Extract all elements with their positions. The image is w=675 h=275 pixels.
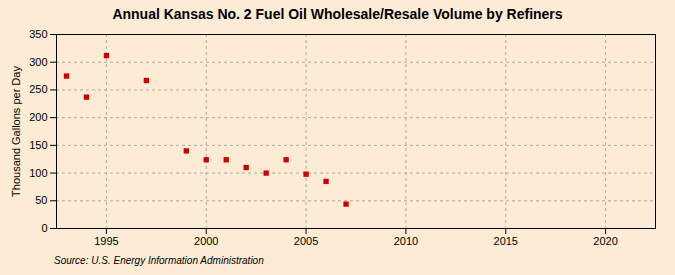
svg-text:2000: 2000 xyxy=(194,235,218,247)
html-text:Annual Kansas No. 2 Fuel Oil W: Annual Kansas No. 2 Fuel Oil Wholesale/R… xyxy=(112,6,563,22)
svg-text:2010: 2010 xyxy=(394,235,418,247)
svg-text:2005: 2005 xyxy=(294,235,318,247)
svg-text:50: 50 xyxy=(35,194,47,206)
svg-text:0: 0 xyxy=(41,222,47,234)
svg-text:2015: 2015 xyxy=(494,235,518,247)
svg-text:350: 350 xyxy=(29,28,47,40)
svg-text:100: 100 xyxy=(29,167,47,179)
svg-text:150: 150 xyxy=(29,139,47,151)
svg-text:Thousand Gallons per Day: Thousand Gallons per Day xyxy=(10,66,22,197)
svg-text:200: 200 xyxy=(29,111,47,123)
svg-text:300: 300 xyxy=(29,56,47,68)
svg-text:2020: 2020 xyxy=(593,235,617,247)
svg-text:250: 250 xyxy=(29,83,47,95)
html-text:Source: U.S. Energy Informatio: Source: U.S. Energy Information Administ… xyxy=(54,255,264,266)
svg-text:1995: 1995 xyxy=(94,235,118,247)
